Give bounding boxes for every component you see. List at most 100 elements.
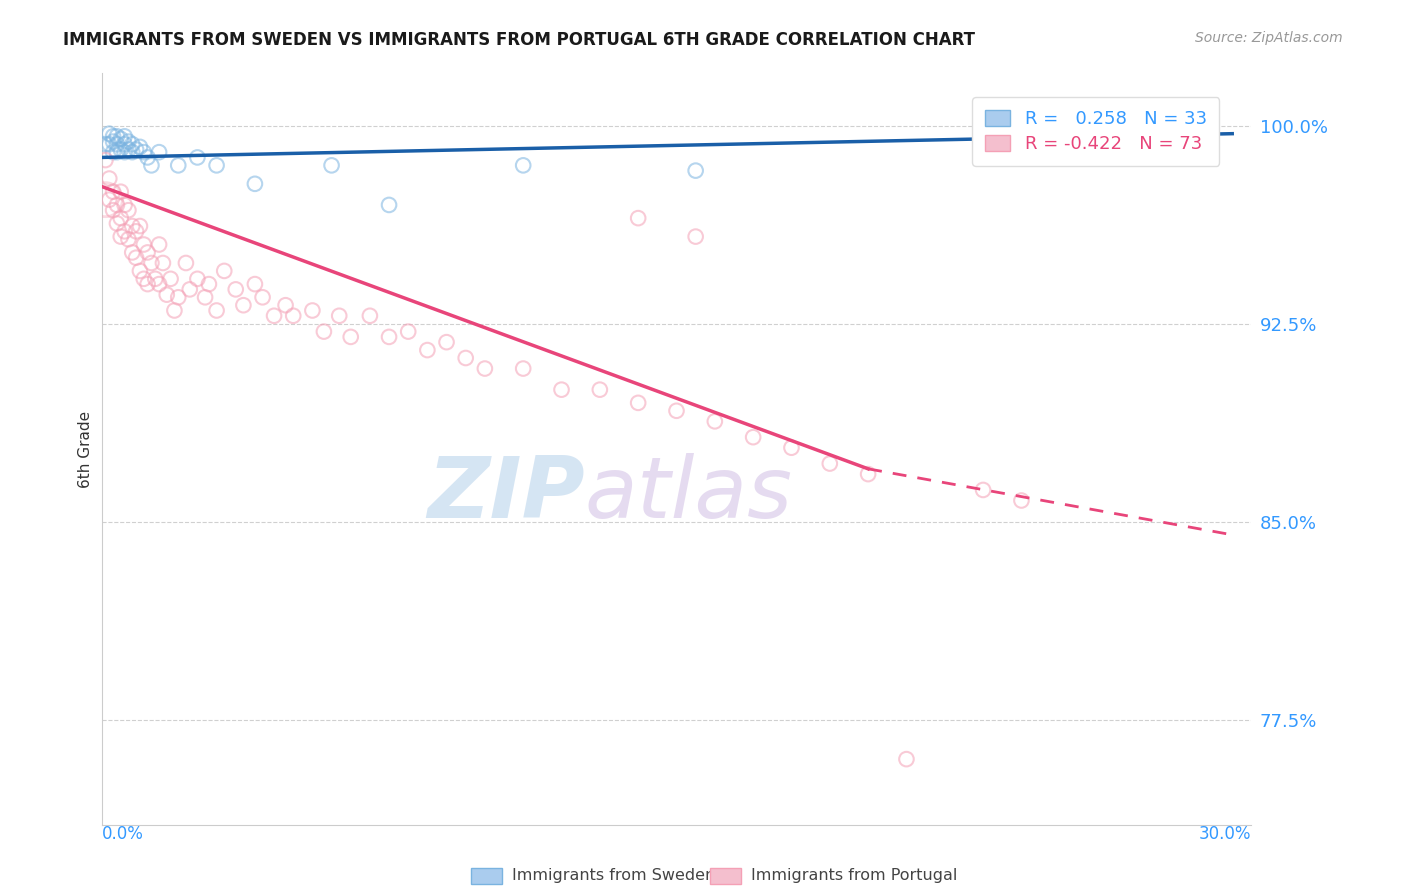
Point: [129, 264, 152, 278]
Point: [101, 135, 124, 149]
Point: [274, 298, 297, 312]
Point: [252, 290, 274, 304]
Point: [114, 145, 136, 160]
Point: [167, 158, 190, 172]
Point: [105, 145, 128, 160]
Point: [101, 129, 124, 144]
Point: [685, 163, 707, 178]
Point: [94, 137, 117, 152]
Point: [125, 251, 148, 265]
Point: [117, 232, 139, 246]
Text: ZIP: ZIP: [427, 452, 585, 536]
Point: [339, 330, 361, 344]
Point: [359, 309, 381, 323]
Point: [148, 237, 170, 252]
Point: [94, 153, 117, 167]
Point: [198, 277, 221, 292]
Point: [1125, 100, 1147, 114]
Point: [550, 383, 572, 397]
Point: [98, 137, 121, 152]
Point: [179, 282, 201, 296]
Point: [1010, 493, 1032, 508]
Point: [101, 145, 124, 160]
Point: [125, 224, 148, 238]
Point: [114, 198, 136, 212]
Point: [114, 129, 136, 144]
Point: [94, 193, 117, 207]
Text: Immigrants from Portugal: Immigrants from Portugal: [751, 869, 957, 883]
Point: [121, 145, 143, 160]
Text: Source: ZipAtlas.com: Source: ZipAtlas.com: [1195, 31, 1343, 45]
Point: [110, 143, 132, 157]
Point: [512, 158, 534, 172]
Point: [121, 245, 143, 260]
Point: [163, 303, 186, 318]
Point: [136, 150, 159, 164]
Point: [454, 351, 477, 365]
Text: atlas: atlas: [585, 452, 793, 536]
Point: [194, 290, 217, 304]
Point: [98, 171, 121, 186]
Point: [627, 211, 650, 226]
Point: [243, 177, 266, 191]
Point: [232, 298, 254, 312]
Point: [132, 237, 155, 252]
Point: [243, 277, 266, 292]
Point: [98, 127, 121, 141]
Point: [117, 135, 139, 149]
Point: [703, 414, 725, 428]
Point: [110, 229, 132, 244]
Point: [321, 158, 343, 172]
Point: [742, 430, 765, 444]
Point: [141, 256, 163, 270]
Point: [301, 303, 323, 318]
Point: [110, 211, 132, 226]
Point: [110, 132, 132, 146]
Legend: R =   0.258   N = 33, R = -0.422   N = 73: R = 0.258 N = 33, R = -0.422 N = 73: [972, 97, 1219, 166]
Point: [512, 361, 534, 376]
Point: [132, 272, 155, 286]
Point: [416, 343, 439, 357]
Point: [101, 203, 124, 218]
Point: [152, 256, 174, 270]
Point: [114, 224, 136, 238]
Point: [212, 264, 235, 278]
Point: [174, 256, 197, 270]
Point: [186, 272, 208, 286]
Point: [98, 193, 121, 207]
Point: [129, 219, 152, 233]
Text: 30.0%: 30.0%: [1199, 825, 1251, 843]
Point: [117, 203, 139, 218]
Point: [101, 185, 124, 199]
Point: [132, 145, 155, 160]
Point: [474, 361, 496, 376]
Point: [856, 467, 879, 482]
Point: [159, 272, 181, 286]
Point: [121, 137, 143, 152]
Point: [225, 282, 247, 296]
Point: [121, 219, 143, 233]
Point: [186, 150, 208, 164]
Point: [129, 140, 152, 154]
Point: [143, 272, 166, 286]
Point: [114, 137, 136, 152]
Point: [780, 441, 803, 455]
Point: [378, 330, 401, 344]
Text: Immigrants from Sweden: Immigrants from Sweden: [512, 869, 716, 883]
Point: [205, 158, 228, 172]
Point: [136, 245, 159, 260]
Point: [105, 216, 128, 230]
Point: [105, 137, 128, 152]
Point: [110, 185, 132, 199]
Y-axis label: 6th Grade: 6th Grade: [79, 410, 93, 488]
Point: [148, 145, 170, 160]
Point: [105, 198, 128, 212]
Point: [436, 335, 458, 350]
Point: [148, 277, 170, 292]
Point: [627, 396, 650, 410]
Point: [396, 325, 419, 339]
Point: [156, 287, 179, 301]
Point: [263, 309, 285, 323]
Point: [896, 752, 918, 766]
Point: [141, 158, 163, 172]
